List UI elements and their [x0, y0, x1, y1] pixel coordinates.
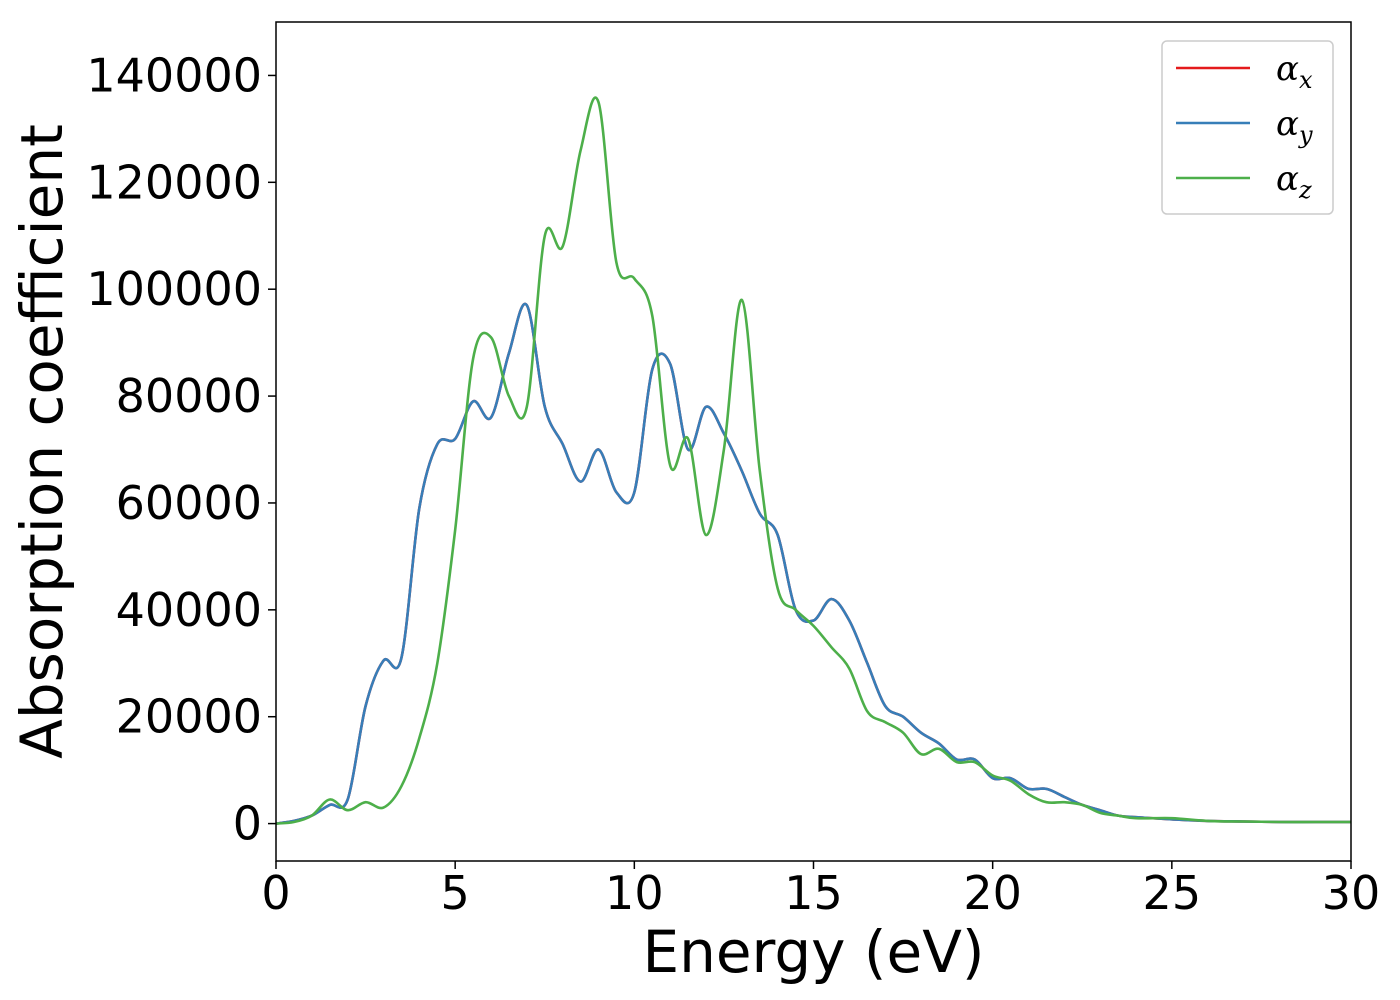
x-tick-label: 0 — [261, 866, 290, 920]
series-lines — [275, 96, 1351, 825]
y-tick-label: 120000 — [86, 155, 262, 209]
legend-label-alpha-z: αz — [1276, 159, 1312, 204]
y-tick-label: 60000 — [116, 476, 262, 530]
x-axis-title: Energy (eV) — [642, 918, 984, 986]
x-tick-label: 10 — [605, 866, 664, 920]
series-line-alpha-y — [275, 302, 1351, 825]
x-tick-label: 5 — [441, 866, 470, 920]
y-tick-label: 20000 — [116, 690, 262, 744]
axis-ticks: 0 5 10 15 20 25 30 0 20000 40000 60000 80000 100000 1… — [86, 48, 1380, 920]
y-tick-label: 140000 — [86, 48, 262, 102]
y-tick-label: 80000 — [116, 369, 262, 423]
x-tick-label: 25 — [1143, 866, 1202, 920]
y-axis-title: Absorption coefficient — [8, 124, 76, 759]
y-tick-label: 100000 — [86, 262, 262, 316]
series-line-alpha-z — [275, 96, 1351, 825]
y-tick-label: 40000 — [116, 583, 262, 637]
legend-label-alpha-y: αy — [1276, 104, 1313, 149]
x-tick-label: 30 — [1322, 866, 1381, 920]
legend-box — [1161, 40, 1334, 215]
x-tick-label: 20 — [963, 866, 1022, 920]
series-line-alpha-x — [275, 302, 1351, 825]
y-tick-label: 0 — [233, 797, 262, 851]
x-tick-label: 15 — [784, 866, 843, 920]
legend: αx αy αz — [1161, 40, 1334, 215]
legend-label-alpha-x: αx — [1276, 49, 1313, 94]
